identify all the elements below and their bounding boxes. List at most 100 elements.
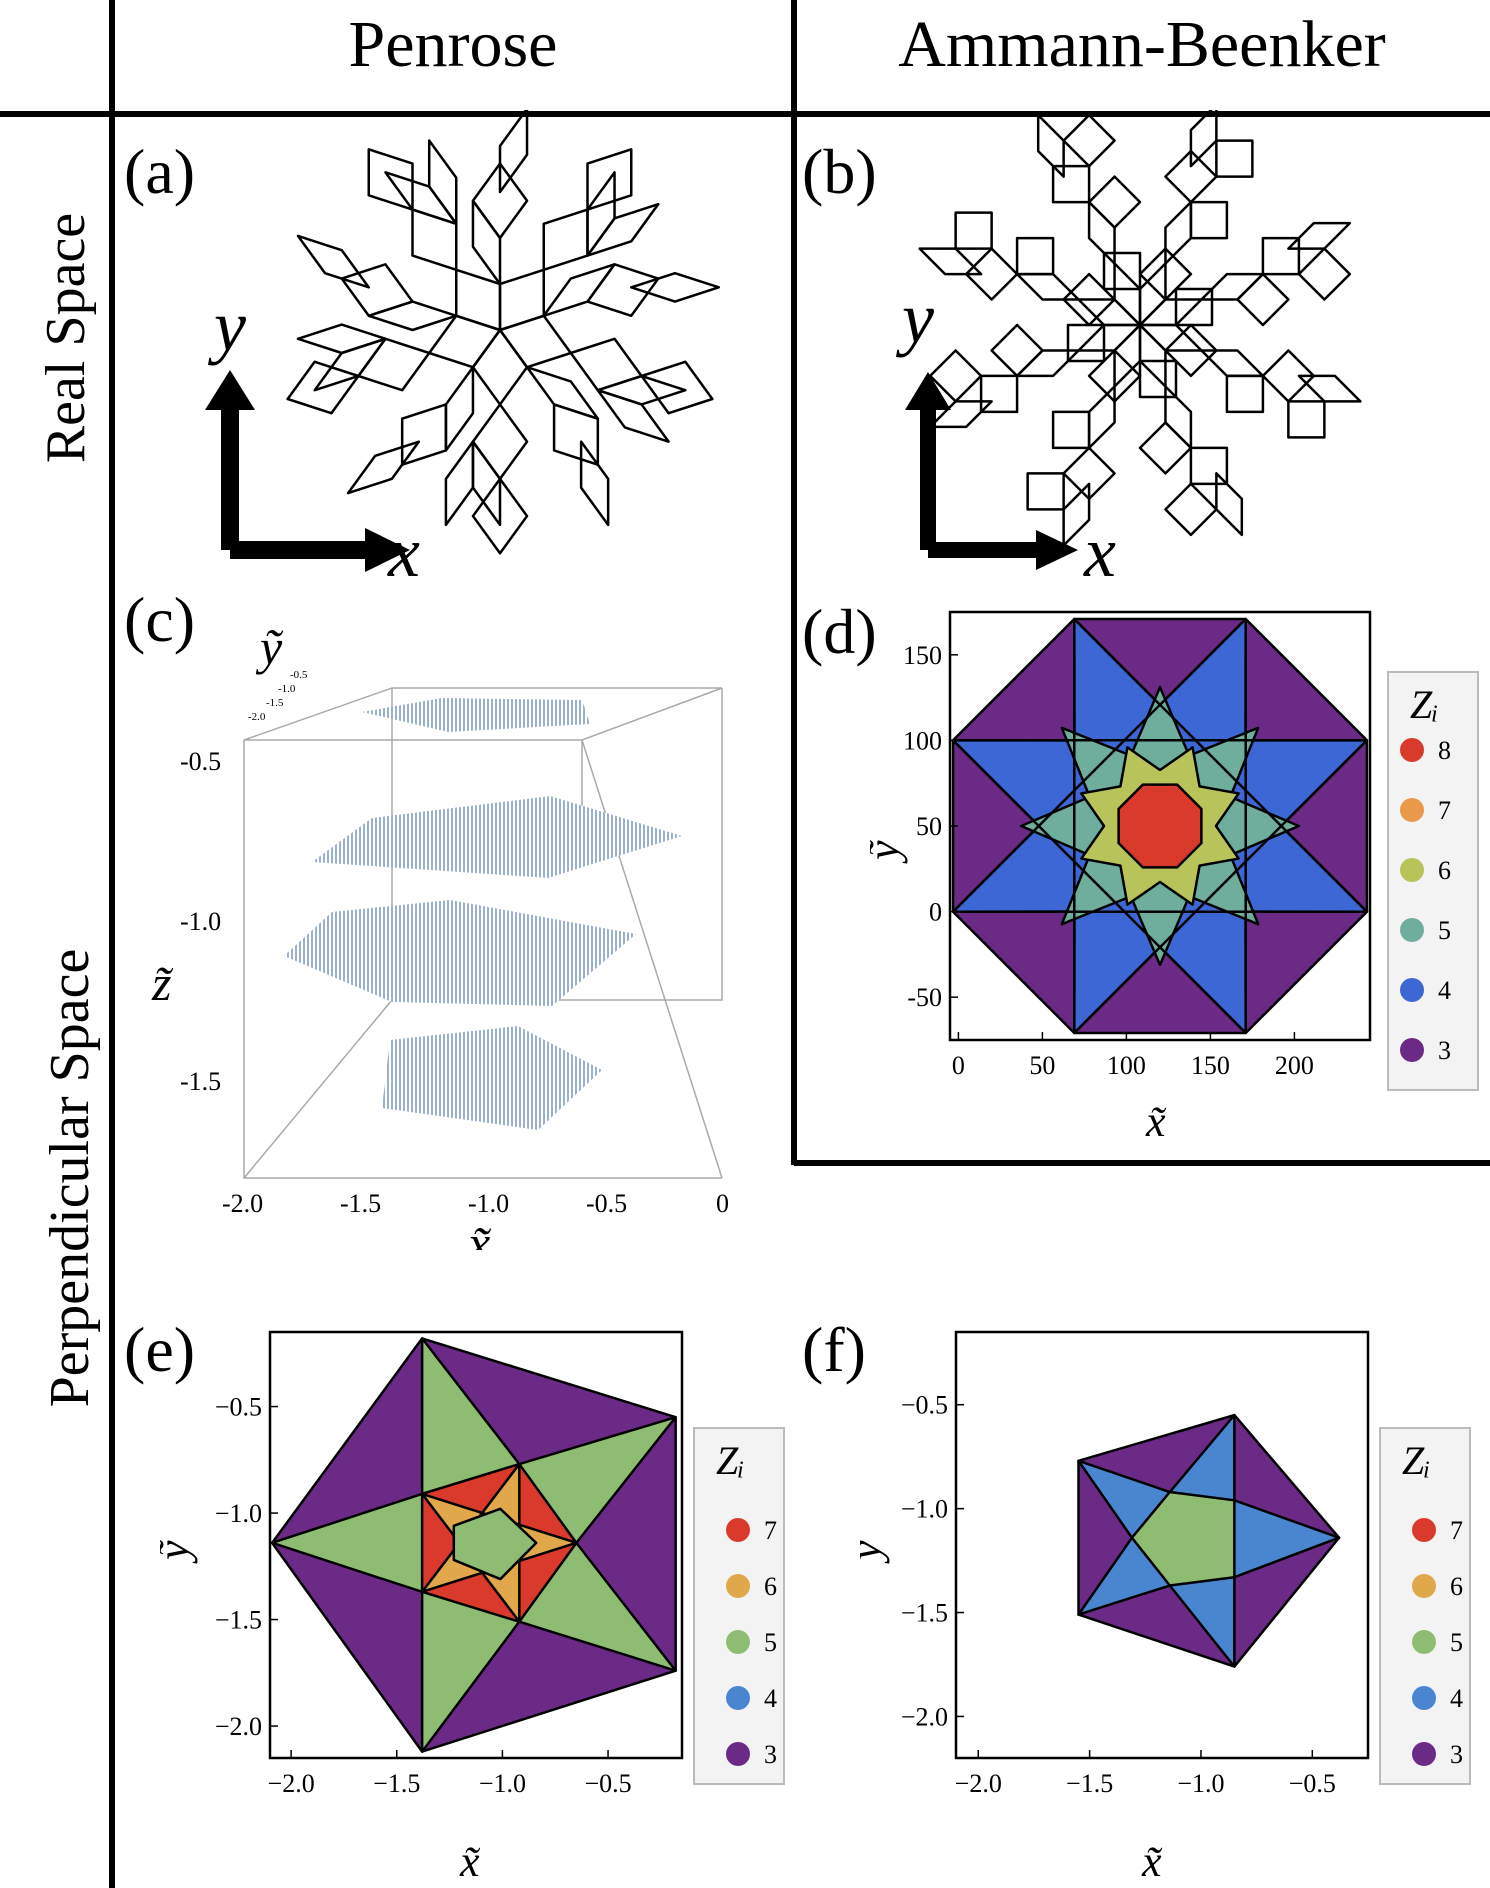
x-axis-label-e: x̃ — [459, 1837, 481, 1886]
legend-label: 4 — [1438, 976, 1451, 1005]
square-tile — [1225, 374, 1265, 414]
x-tick-label: −2.0 — [268, 1769, 315, 1798]
rhombus-tile — [471, 328, 529, 406]
legend-title-f: Zᵢ — [1402, 1438, 1431, 1483]
square-tile — [1015, 236, 1055, 276]
rhombus-tile — [1215, 139, 1254, 178]
x-axis-label-d: x̃ — [1145, 1097, 1167, 1146]
x-tick-4: 0 — [716, 1189, 729, 1218]
x-tick-label: 0 — [952, 1051, 965, 1080]
legend-label: 4 — [1450, 1684, 1463, 1713]
panel-label-b: (b) — [802, 136, 877, 207]
panel-label-c: (c) — [124, 584, 196, 655]
x-tick-0: -2.0 — [222, 1189, 263, 1218]
rhombus-tile — [542, 208, 589, 272]
z-axis-label-c: z̃ — [151, 955, 174, 1011]
rhombus-tile — [586, 171, 616, 257]
y-tick-label: 150 — [903, 641, 942, 670]
rhombus-tile — [579, 440, 610, 527]
window-edge — [952, 618, 1247, 913]
rhombus-tile — [296, 234, 371, 289]
rhombus-tile — [1287, 400, 1326, 439]
rhombus-tile — [1036, 113, 1065, 178]
x-tick-3: -0.5 — [586, 1189, 627, 1218]
rhombus-tile — [444, 365, 475, 452]
axis-arrows — [221, 400, 370, 559]
legend-label: 7 — [1438, 796, 1451, 825]
x-tick-2: -1.0 — [468, 1189, 509, 1218]
z-tick-0: -0.5 — [180, 747, 221, 776]
y-axis-label-f: ỹ — [860, 1539, 890, 1564]
x-tick-label: 100 — [1107, 1051, 1146, 1080]
rhombus-tile — [569, 337, 643, 392]
rhombus-tile — [357, 337, 431, 392]
rhombus-tile — [1287, 221, 1352, 250]
x-tick-label: −2.0 — [955, 1769, 1002, 1798]
rhombus-tile — [471, 199, 502, 286]
y-tick-label: -50 — [907, 983, 942, 1012]
legend-swatch — [1400, 1038, 1424, 1062]
rhombus-tile — [471, 477, 529, 555]
legend-title-e: Zᵢ — [716, 1438, 745, 1483]
rhombus-tile — [586, 148, 633, 211]
penrose-perp-plot-f: −2.0 −1.5 −1.0 −0.5 −0.5 −1.0 −1.5 −2.0 ỹ x̃ Zᵢ… — [860, 1330, 1471, 1886]
x-tick-label: −1.0 — [479, 1769, 526, 1798]
legend-swatch — [726, 1742, 750, 1766]
header-ammann-beenker: Ammann-Beenker — [898, 8, 1386, 81]
legend-swatch — [726, 1686, 750, 1710]
legend-label: 5 — [1450, 1628, 1463, 1657]
y-tick-label: 100 — [903, 726, 942, 755]
rhombus-tile — [918, 247, 983, 276]
legend-swatch — [1412, 1574, 1436, 1598]
rhombus-tile — [1189, 110, 1218, 168]
window-edge — [952, 739, 1247, 1034]
y-tick-1: -1.0 — [278, 683, 296, 695]
region-z8 — [1117, 783, 1203, 869]
rhombus-tile — [1138, 323, 1167, 388]
rhombus-tile — [455, 268, 502, 332]
x-tick-label: 50 — [1029, 1051, 1055, 1080]
y-axis-label-d: ỹ — [870, 839, 908, 864]
header-penrose: Penrose — [348, 8, 558, 81]
rhombus-tile — [1164, 385, 1193, 450]
legend-swatch — [726, 1518, 750, 1542]
legend-label: 8 — [1438, 736, 1451, 765]
legend-label: 5 — [1438, 916, 1451, 945]
rhombus-tile — [427, 139, 458, 226]
rhombus-tile — [586, 263, 660, 318]
rhombus-tile — [1015, 349, 1080, 378]
z-tick-1: -1.0 — [180, 907, 221, 936]
y-tick-label: −0.5 — [901, 1391, 948, 1420]
ammann-beenker-tiling: y x — [895, 110, 1362, 580]
rhombus-tile — [640, 360, 714, 415]
rhombus-tile — [1164, 482, 1218, 537]
legend-swatch — [1400, 798, 1424, 822]
panel-label-d: (d) — [802, 596, 877, 667]
rhombus-tile — [498, 268, 545, 332]
rhombus-tile — [411, 208, 458, 272]
rhombus-tile — [1200, 272, 1265, 301]
row-label-perpendicular-space: Perpendicular Space — [39, 948, 101, 1408]
rhombus-tile — [1077, 323, 1142, 352]
rhombus-tile — [1015, 272, 1080, 301]
legend-e: Zᵢ 7 6 5 4 3 — [693, 1427, 785, 1785]
rhombus-tile — [1297, 374, 1362, 403]
legend-label: 5 — [764, 1628, 777, 1657]
y-tick-label: −1.0 — [215, 1499, 262, 1528]
penrose-3d-plot: -0.5 -1.0 -1.5 -2.0 -1.5 -1.0 -0.5 0 -0.… — [151, 619, 729, 1250]
rhombus-tile — [367, 300, 458, 332]
rhombus-tile — [498, 110, 529, 194]
x-tick-label: −1.5 — [1066, 1769, 1113, 1798]
rhombus-tile — [596, 374, 687, 406]
axis-y-label: y — [207, 286, 246, 366]
legend-swatch — [1412, 1518, 1436, 1542]
y-tick-label: −0.5 — [215, 1393, 262, 1422]
region-z5-center — [452, 1507, 538, 1581]
legend-label: 6 — [764, 1572, 777, 1601]
legend-label: 6 — [1438, 856, 1451, 885]
x-tick-label: −0.5 — [584, 1769, 631, 1798]
square-tile — [1189, 200, 1229, 240]
rhombus-tile — [286, 360, 360, 415]
rhombus-tile — [586, 202, 660, 257]
penrose-tiling: y x — [205, 110, 720, 580]
